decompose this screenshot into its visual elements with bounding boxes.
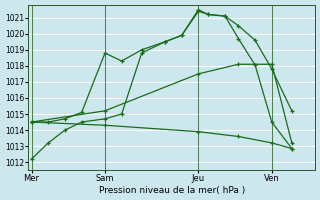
X-axis label: Pression niveau de la mer( hPa ): Pression niveau de la mer( hPa )	[99, 186, 245, 195]
